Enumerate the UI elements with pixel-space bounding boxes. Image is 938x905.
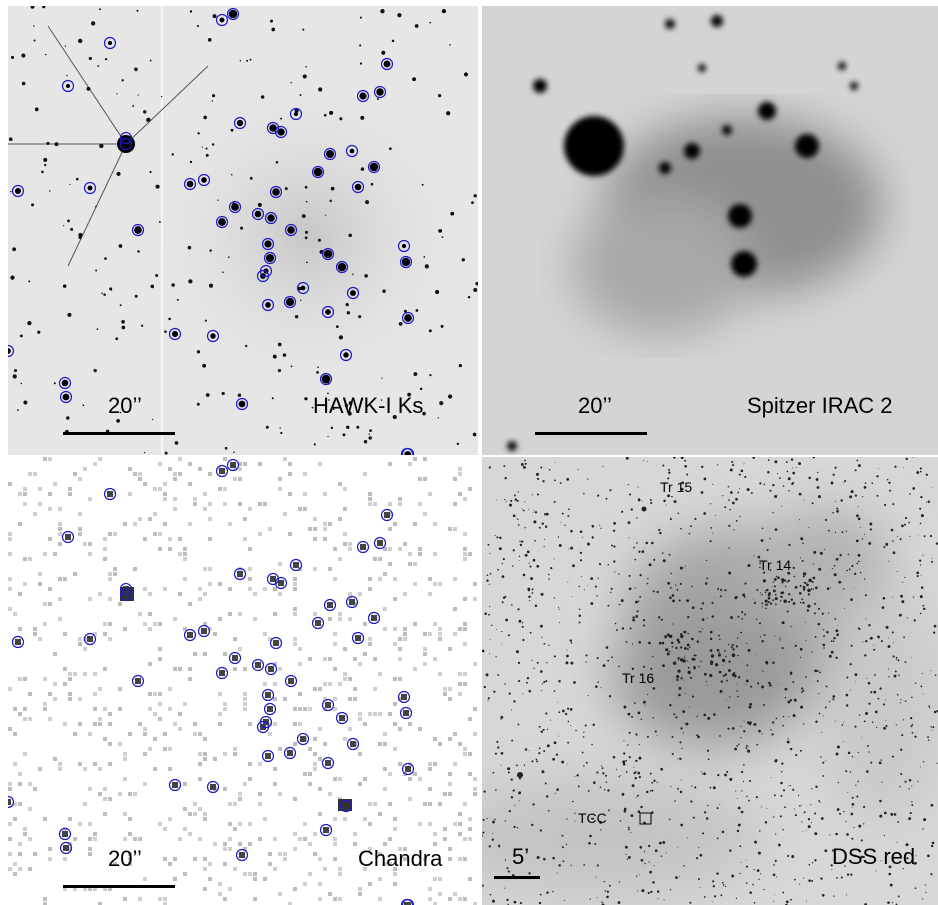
irac-scale-bar <box>535 432 647 435</box>
chandra-image <box>8 457 477 905</box>
hawki-scale-bar <box>63 432 175 435</box>
tcc-label: TCC <box>578 810 607 826</box>
chandra-scale-label: 20’’ <box>108 846 142 871</box>
dss-scale-bar <box>494 876 540 879</box>
tr16-label: Tr 16 <box>622 670 655 686</box>
hawki-scale-label: 20’’ <box>108 393 142 418</box>
chandra-scale-bar <box>63 885 175 888</box>
dss-panel-title: DSS red <box>832 844 916 869</box>
dss-red-panel: Tr 15 Tr 14 Tr 16 TCC 5’ DSS red <box>482 457 938 905</box>
hawki-panel-title: HAWK-I Ks <box>313 393 424 418</box>
chandra-panel-title: Chandra <box>358 846 443 871</box>
irac-panel-title: Spitzer IRAC 2 <box>747 393 893 418</box>
dss-image <box>482 457 938 905</box>
tcc-marker-box <box>639 812 652 825</box>
tr15-label: Tr 15 <box>660 479 693 495</box>
dss-scale-label: 5’ <box>512 844 530 869</box>
hawki-image <box>8 6 478 455</box>
hawki-ks-panel: 20’’ HAWK-I Ks <box>8 6 478 455</box>
tr14-label: Tr 14 <box>759 557 792 573</box>
irac-image <box>507 15 882 451</box>
spitzer-irac2-panel: 20’’ Spitzer IRAC 2 <box>482 6 938 455</box>
irac-scale-label: 20’’ <box>578 393 612 418</box>
chandra-panel: 20’’ Chandra <box>8 457 478 905</box>
